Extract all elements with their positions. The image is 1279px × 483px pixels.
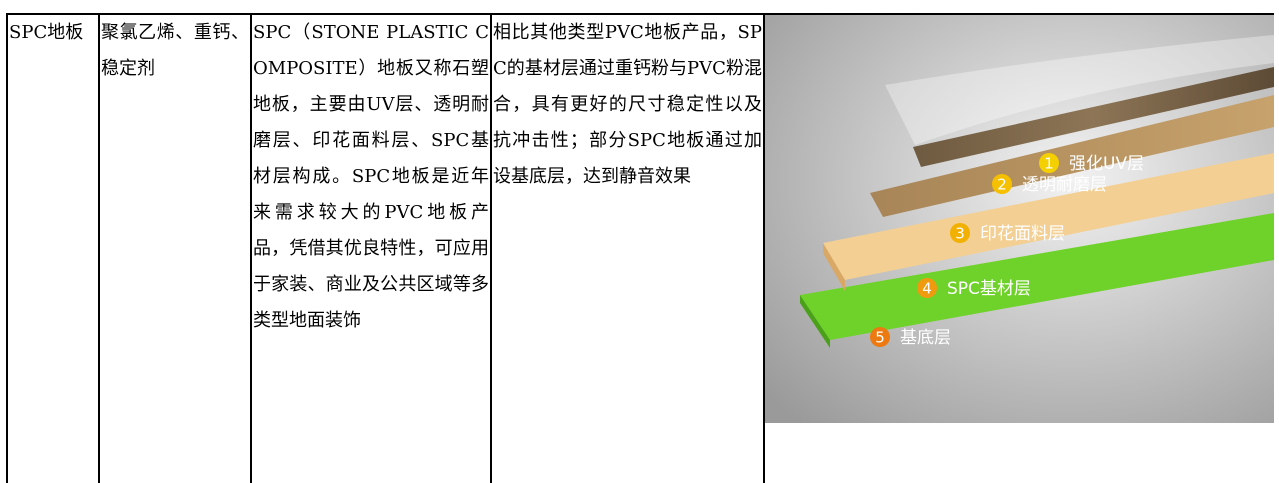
layer-badge [870,327,890,347]
cell: 相比其他类型PVC地板产品，SPC的基材层通过重钙粉与PVC粉混合，具有更好的尺… [490,13,765,483]
table: SPC地板 聚氯乙烯、重钙、稳定剂 SPC（STONE PLASTIC COMP… [6,13,1274,483]
layer-badge [950,223,970,243]
wear-layer [913,67,1274,167]
layer-label: 印花面料层 [980,224,1065,244]
layer-number: 5 [875,329,885,347]
cell: SPC（STONE PLASTIC COMPOSITE）地板又称石塑地板，主要由… [250,13,492,483]
layer-badge [917,278,937,298]
uv-layer [885,35,1274,145]
image-cell: 1 强化UV层 2 透明耐磨层 3 印花面料层 4 SPC基材层 5 基底层 [763,13,1274,483]
layer-number: 4 [922,280,932,298]
layer-number: 3 [955,225,965,243]
page: SPC地板 聚氯乙烯、重钙、稳定剂 SPC（STONE PLASTIC COMP… [6,13,1274,483]
print-layer [870,95,1274,217]
spc-edge [823,243,845,291]
cell: SPC地板 [6,13,100,483]
table-wrap: SPC地板 聚氯乙烯、重钙、稳定剂 SPC（STONE PLASTIC COMP… [6,13,1274,483]
layer-diagram: 1 强化UV层 2 透明耐磨层 3 印花面料层 4 SPC基材层 5 基底层 [765,15,1274,423]
base-edge [800,295,830,348]
layer-label: 强化UV层 [1069,154,1144,174]
layer-label: 基底层 [900,328,951,348]
layer-label: 透明耐磨层 [1022,175,1107,195]
layer-badge [992,174,1012,194]
layer-label: SPC基材层 [947,279,1031,299]
cell: 聚氯乙烯、重钙、稳定剂 [98,13,252,483]
layer-badge [1039,153,1059,173]
layer-number: 2 [997,176,1007,194]
table-row: SPC地板 聚氯乙烯、重钙、稳定剂 SPC（STONE PLASTIC COMP… [6,13,1274,483]
layer-number: 1 [1044,155,1054,173]
spc-layer [823,153,1274,280]
base-layer [800,213,1274,340]
